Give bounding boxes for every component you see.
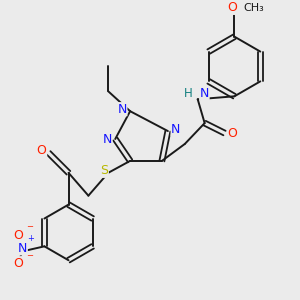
Text: N: N bbox=[118, 103, 127, 116]
Text: S: S bbox=[100, 164, 108, 177]
Text: O: O bbox=[227, 1, 237, 14]
Text: H: H bbox=[184, 87, 193, 100]
Text: −: − bbox=[26, 251, 34, 260]
Text: N: N bbox=[200, 87, 209, 100]
Text: O: O bbox=[37, 144, 46, 158]
Text: N: N bbox=[171, 123, 181, 136]
Text: O: O bbox=[14, 257, 23, 270]
Text: O: O bbox=[14, 229, 23, 242]
Text: +: + bbox=[28, 234, 34, 243]
Text: CH₃: CH₃ bbox=[243, 3, 264, 13]
Text: N: N bbox=[103, 133, 112, 146]
Text: −: − bbox=[26, 222, 34, 231]
Text: O: O bbox=[227, 127, 237, 140]
Text: N: N bbox=[18, 242, 27, 255]
